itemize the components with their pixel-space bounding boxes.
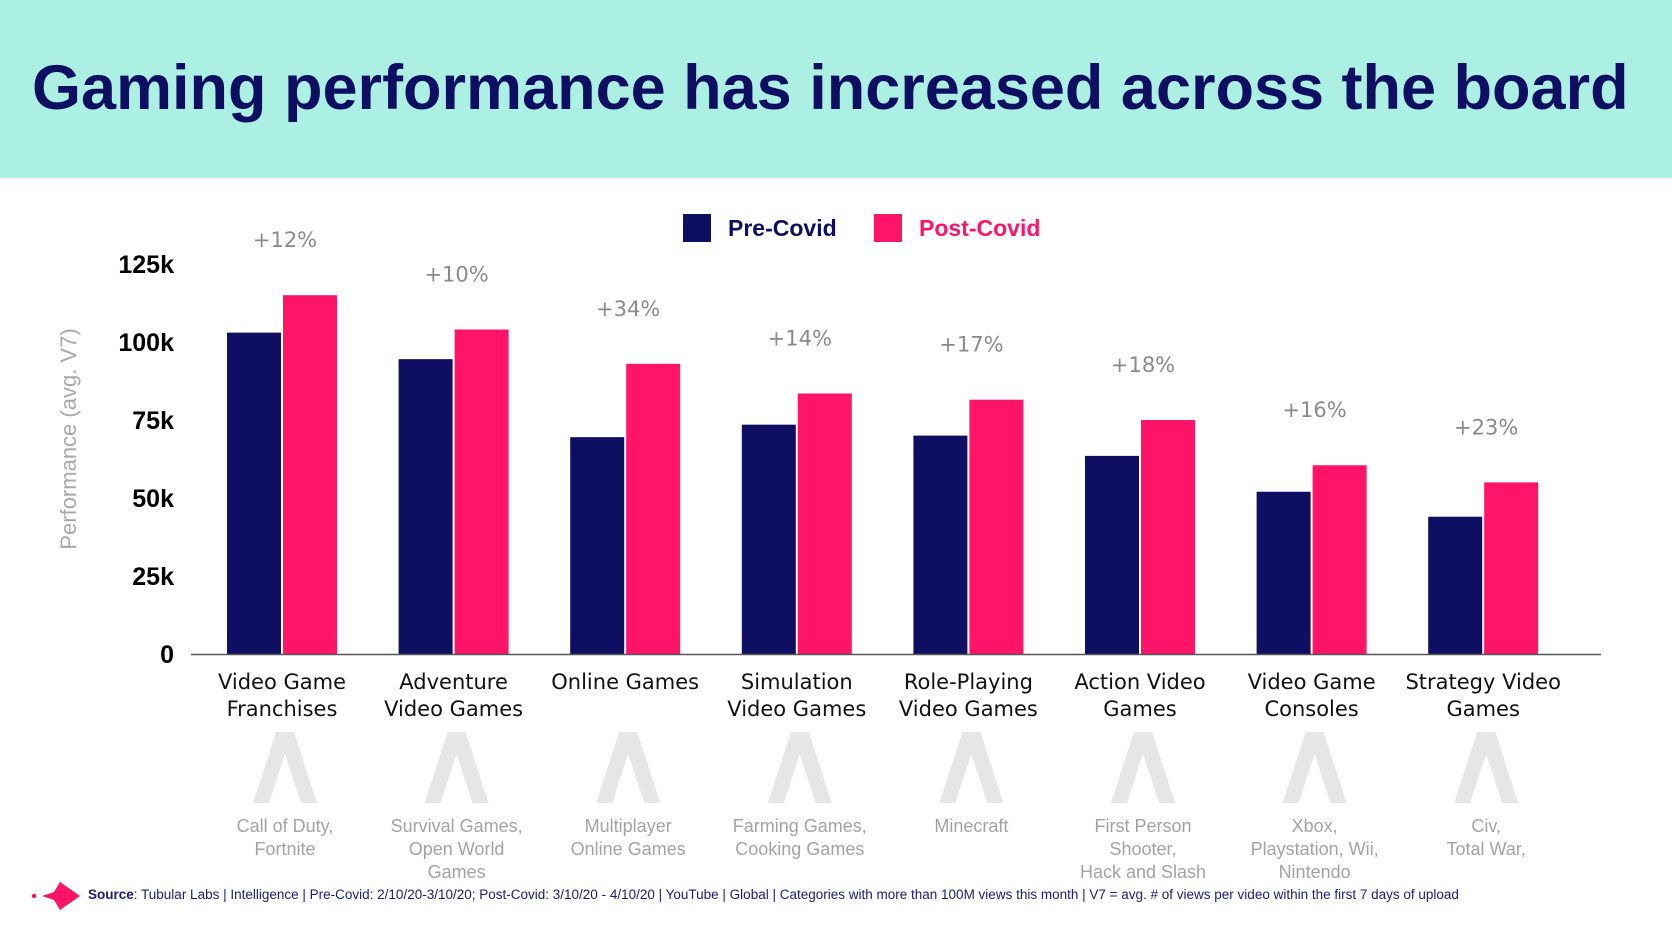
category-label: Video Games — [384, 697, 523, 721]
bar-post-covid — [969, 399, 1024, 654]
source-label: Source — [88, 887, 134, 902]
example-label: Farming Games, — [733, 816, 867, 836]
bar-post-covid — [454, 329, 509, 654]
title-banner: Gaming performance has increased across … — [0, 0, 1672, 178]
brand-logo-icon — [31, 882, 80, 910]
bar-pre-covid — [1085, 455, 1139, 654]
example-label: Total War, — [1447, 839, 1526, 859]
bar-pre-covid — [227, 332, 281, 654]
y-axis: 0 25k 50k 75k 100k 125k Performance (avg. V7) — [56, 251, 174, 669]
example-label: Survival Games, — [391, 816, 523, 836]
category-label: Simulation — [741, 670, 853, 694]
example-label: Nintendo — [1279, 862, 1351, 878]
example-label: Online Games — [571, 839, 686, 859]
source-note: Source: Tubular Labs | Intelligence | Pr… — [88, 887, 1459, 902]
caret-up-icon — [424, 732, 489, 803]
category-label: Video Game — [1248, 670, 1376, 694]
bar-post-covid — [283, 295, 337, 654]
page-title: Gaming performance has increased across … — [32, 53, 1629, 123]
example-label: Cooking Games — [735, 839, 864, 859]
example-label: Games — [428, 862, 486, 878]
bar-post-covid — [797, 393, 852, 654]
example-label: Fortnite — [254, 839, 315, 859]
y-tick-label: 25k — [132, 563, 174, 591]
example-label: First Person — [1094, 816, 1191, 836]
caret-up-icon — [1282, 732, 1347, 803]
change-label: +16% — [1282, 398, 1346, 422]
caret-up-icon — [767, 732, 832, 803]
category-label: Franchises — [227, 697, 338, 721]
bar-chart: Pre-Covid Post-Covid 0 25k 50k 75k 100k 125k Pe… — [56, 214, 1601, 878]
caret-up-icon — [1111, 732, 1175, 803]
source-text: : Tubular Labs | Intelligence | Pre-Covi… — [133, 887, 1459, 902]
change-label: +17% — [939, 333, 1003, 357]
caret-up-icon — [253, 732, 317, 803]
category-label: Video Games — [899, 697, 1038, 721]
bar-pre-covid — [913, 435, 968, 654]
bar-pre-covid — [570, 437, 625, 654]
example-label: Civ, — [1471, 816, 1501, 836]
legend-swatch-pre-covid — [683, 214, 711, 242]
bar-pre-covid — [741, 424, 796, 654]
bar-pre-covid — [1428, 516, 1483, 654]
category-label: Video Games — [727, 697, 866, 721]
bar-post-covid — [1141, 420, 1195, 654]
category-label: Video Game — [218, 670, 346, 694]
legend-swatch-post-covid — [874, 214, 902, 242]
example-label: Call of Duty, — [237, 816, 334, 836]
change-label: +14% — [768, 326, 832, 350]
bar-post-covid — [1484, 482, 1539, 654]
bar-pre-covid — [398, 359, 453, 654]
y-axis-title: Performance (avg. V7) — [56, 328, 81, 549]
example-label: Multiplayer — [585, 816, 672, 836]
legend-label-post-covid: Post-Covid — [919, 215, 1040, 241]
category-examples: Call of Duty, Fortnite Survival Games, Open… — [237, 732, 1526, 878]
category-label: Strategy Video — [1405, 670, 1561, 694]
category-label: Consoles — [1264, 697, 1358, 721]
category-label: Games — [1446, 697, 1519, 721]
bar-post-covid — [626, 363, 681, 654]
change-label: +10% — [424, 263, 488, 287]
caret-up-icon — [1454, 732, 1519, 803]
example-label: Open World — [409, 839, 505, 859]
example-label: Minecraft — [934, 816, 1008, 836]
category-label: Role-Playing — [904, 670, 1033, 694]
legend-label-pre-covid: Pre-Covid — [728, 215, 837, 241]
y-tick-label: 100k — [118, 329, 174, 357]
example-label: Playstation, Wii, — [1251, 839, 1379, 859]
change-label: +18% — [1111, 353, 1175, 377]
y-tick-label: 50k — [132, 485, 174, 513]
category-label: Games — [1103, 697, 1176, 721]
bar-pre-covid — [1256, 491, 1311, 654]
bars: +12% +10% +34% +14% +17% +18% +16% +23% — [227, 228, 1539, 654]
example-label: Xbox, — [1292, 816, 1338, 836]
category-label: Online Games — [551, 670, 699, 694]
example-label: Hack and Slash — [1080, 862, 1206, 878]
caret-up-icon — [596, 732, 661, 803]
bar-post-covid — [1312, 465, 1367, 654]
caret-up-icon — [939, 732, 1004, 803]
change-label: +23% — [1454, 415, 1518, 439]
example-label: Shooter, — [1109, 839, 1176, 859]
x-axis: Video Game Franchises Adventure Video Games… — [191, 653, 1601, 721]
category-label: Adventure — [399, 670, 508, 694]
y-tick-label: 125k — [118, 251, 174, 279]
category-label: Action Video — [1074, 670, 1205, 694]
change-label: +12% — [253, 228, 317, 252]
change-label: +34% — [596, 297, 660, 321]
footer: Source: Tubular Labs | Intelligence | Pr… — [0, 878, 1672, 914]
y-tick-label: 75k — [132, 407, 174, 435]
chart-legend: Pre-Covid Post-Covid — [683, 214, 1040, 242]
y-tick-label: 0 — [160, 641, 174, 669]
